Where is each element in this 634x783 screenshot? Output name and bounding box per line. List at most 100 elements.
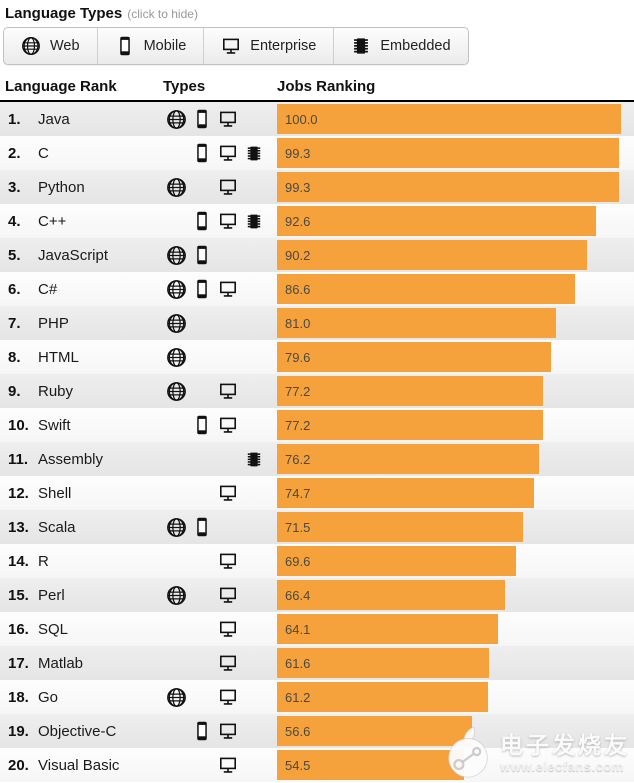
rank-label: 14. (8, 552, 29, 570)
bar-value-label: 74.7 (285, 485, 311, 501)
bar-value-label: 86.6 (285, 281, 311, 297)
types-cell (163, 374, 277, 408)
smartphone-icon (192, 721, 212, 741)
panel-title: Language Types (5, 5, 123, 22)
column-header-types[interactable]: Types (163, 78, 206, 95)
smartphone-icon (192, 143, 212, 163)
table-row: 16. SQL 64.1 (0, 612, 634, 646)
bar-value-label: 90.2 (285, 247, 311, 263)
jobs-ranking-bar: 69.6 (277, 546, 517, 576)
table-row: 11. Assembly 76.2 (0, 442, 634, 476)
language-name: Swift (38, 416, 71, 434)
bar-cell: 90.2 (277, 238, 634, 272)
bar-cell: 79.6 (277, 340, 634, 374)
jobs-ranking-bar: 77.2 (277, 410, 543, 440)
types-cell (163, 578, 277, 612)
language-cell: 6. C# (0, 272, 163, 306)
types-cell (163, 646, 277, 680)
globe-icon (166, 279, 187, 300)
bar-cell: 86.6 (277, 272, 634, 306)
filter-button-enterprise[interactable]: Enterprise (203, 28, 333, 64)
language-cell: 14. R (0, 544, 163, 578)
ranking-table-body: 1. Java 100.0 2. C (0, 102, 634, 782)
filter-button-mobile[interactable]: Mobile (96, 28, 204, 64)
language-cell: 9. Ruby (0, 374, 163, 408)
table-row: 15. Perl 66.4 (0, 578, 634, 612)
language-name: Perl (38, 586, 65, 604)
language-cell: 8. HTML (0, 340, 163, 374)
rank-label: 17. (8, 654, 29, 672)
column-header-language-rank[interactable]: Language Rank (5, 78, 117, 95)
language-name: Matlab (38, 654, 84, 672)
jobs-ranking-bar: 66.4 (277, 580, 506, 610)
language-name: JavaScript (38, 246, 109, 264)
filter-button-web[interactable]: Web (4, 28, 97, 64)
language-name: C (38, 144, 49, 162)
rank-label: 19. (8, 722, 29, 740)
bar-cell: 74.7 (277, 476, 634, 510)
jobs-ranking-bar: 77.2 (277, 376, 543, 406)
language-name: R (38, 552, 49, 570)
types-cell (163, 714, 277, 748)
monitor-icon (221, 36, 241, 56)
types-cell (163, 680, 277, 714)
bar-cell: 66.4 (277, 578, 634, 612)
language-name: Visual Basic (38, 756, 120, 774)
language-cell: 20. Visual Basic (0, 748, 163, 782)
monitor-icon (218, 585, 238, 605)
language-cell: 4. C++ (0, 204, 163, 238)
language-name: Java (38, 110, 70, 128)
jobs-ranking-bar: 81.0 (277, 308, 556, 338)
filter-label-embedded: Embedded (380, 38, 451, 54)
jobs-ranking-bar: 56.6 (277, 716, 472, 746)
types-cell (163, 408, 277, 442)
table-row: 10. Swift 77.2 (0, 408, 634, 442)
rank-label: 12. (8, 484, 29, 502)
language-name: Go (38, 688, 59, 706)
language-name: Scala (38, 518, 76, 536)
smartphone-icon (192, 245, 212, 265)
smartphone-icon (192, 109, 212, 129)
rank-label: 18. (8, 688, 29, 706)
click-to-hide-hint: (click to hide) (127, 7, 198, 21)
types-cell (163, 272, 277, 306)
filter-button-embedded[interactable]: Embedded (333, 28, 467, 64)
globe-icon (21, 36, 41, 56)
bar-cell: 69.6 (277, 544, 634, 578)
jobs-ranking-bar: 99.3 (277, 138, 619, 168)
table-row: 5. JavaScript 90.2 (0, 238, 634, 272)
table-row: 12. Shell 74.7 (0, 476, 634, 510)
language-cell: 19. Objective-C (0, 714, 163, 748)
table-row: 4. C++ 92.6 (0, 204, 634, 238)
globe-icon (166, 517, 187, 538)
rank-label: 10. (8, 416, 29, 434)
bar-value-label: 81.0 (285, 315, 311, 331)
language-types-header[interactable]: Language Types (click to hide) (0, 0, 634, 24)
table-row: 14. R 69.6 (0, 544, 634, 578)
jobs-ranking-bar: 79.6 (277, 342, 551, 372)
types-cell (163, 102, 277, 136)
monitor-icon (218, 687, 238, 707)
bar-cell: 64.1 (277, 612, 634, 646)
table-row: 8. HTML 79.6 (0, 340, 634, 374)
language-type-filter-group: Web Mobile Enterprise Embedded (3, 27, 469, 65)
globe-icon (166, 585, 187, 606)
language-cell: 11. Assembly (0, 442, 163, 476)
bar-cell: 77.2 (277, 408, 634, 442)
bar-value-label: 69.6 (285, 553, 311, 569)
globe-icon (166, 109, 187, 130)
types-cell (163, 748, 277, 782)
rank-label: 6. (8, 280, 21, 298)
globe-icon (166, 347, 187, 368)
rank-label: 1. (8, 110, 21, 128)
column-header-jobs-ranking[interactable]: Jobs Ranking (277, 78, 376, 95)
language-cell: 3. Python (0, 170, 163, 204)
globe-icon (166, 245, 187, 266)
globe-icon (166, 177, 187, 198)
types-cell (163, 204, 277, 238)
monitor-icon (218, 721, 238, 741)
monitor-icon (218, 619, 238, 639)
jobs-ranking-bar: 76.2 (277, 444, 540, 474)
table-row: 1. Java 100.0 (0, 102, 634, 136)
